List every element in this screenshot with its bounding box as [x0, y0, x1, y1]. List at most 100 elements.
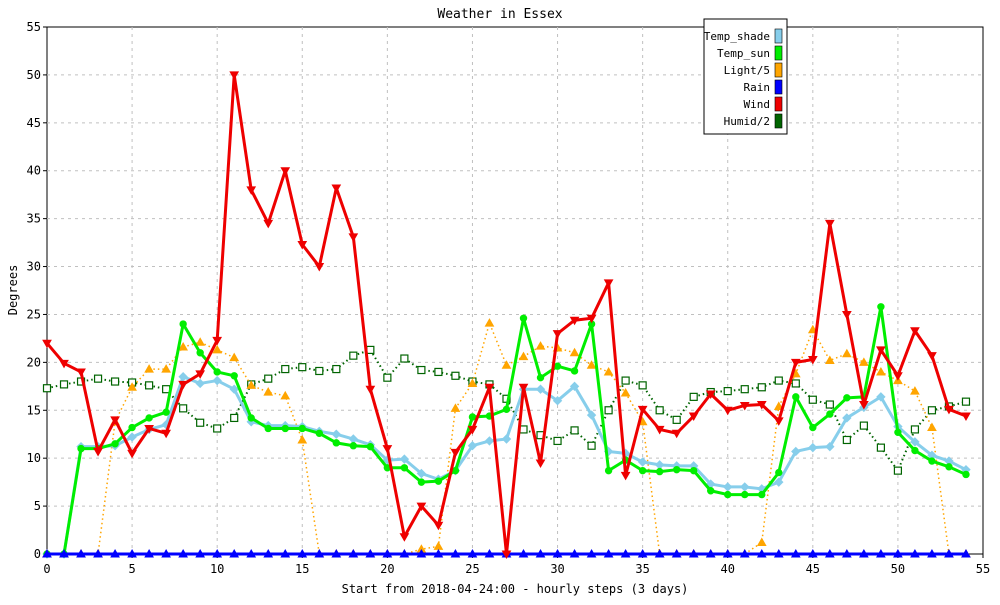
humid-2-point [451, 371, 460, 380]
temp-sun-point [758, 490, 766, 499]
temp-sun-point [945, 463, 953, 471]
temp-sun-point [111, 440, 119, 448]
light-5-point [161, 364, 171, 373]
legend-label: Humid/2 [724, 115, 770, 128]
wind-point [110, 416, 120, 425]
temp-shade-point [467, 441, 478, 451]
wind-point [841, 310, 852, 320]
wind-point [773, 417, 784, 426]
y-tick-label: 45 [27, 116, 41, 130]
wind-point [824, 219, 835, 229]
humid-2-point [349, 351, 358, 360]
humid-2-point [570, 426, 579, 435]
legend-label: Temp_shade [704, 30, 770, 43]
rain-point [893, 548, 903, 558]
temp-shade-point [195, 378, 205, 389]
temp-sun-point [179, 320, 187, 328]
humid-2-point [808, 395, 817, 404]
wind-point [382, 445, 393, 454]
wind-point [876, 346, 886, 355]
light-5-point [569, 347, 580, 357]
legend-item-wind: Wind [744, 96, 783, 112]
wind-point [365, 385, 376, 395]
y-tick-label: 5 [34, 499, 41, 513]
wind-point [620, 471, 631, 481]
light-5-point [910, 386, 920, 395]
rain-point [280, 548, 291, 558]
wind-point [331, 184, 342, 193]
y-axis-label: Degrees [6, 265, 20, 316]
temp-sun-point [689, 466, 698, 475]
legend-swatch [774, 96, 783, 112]
rain-point [603, 548, 614, 558]
rain-point [348, 548, 359, 558]
x-tick-label: 30 [550, 562, 564, 576]
temp-sun-point [332, 439, 341, 447]
humid-2-point [825, 400, 834, 409]
temp-sun-point [196, 349, 204, 357]
light-5-point [620, 388, 631, 397]
rain-point [876, 548, 886, 558]
rain-point [586, 548, 597, 558]
rain-point [450, 548, 461, 558]
wind-point [229, 71, 240, 80]
wind-point [93, 447, 103, 457]
wind-point [280, 167, 291, 176]
temp-shade-point [501, 434, 512, 444]
temp-sun-point [298, 424, 306, 433]
rain-point [297, 548, 308, 558]
wind-point [910, 327, 920, 336]
rain-point [433, 548, 444, 558]
humid-2-point [417, 365, 426, 375]
temp-sun-point [672, 465, 681, 474]
temp-sun-point [434, 477, 443, 485]
temp-shade-point [229, 384, 239, 394]
humid-2-point [42, 384, 52, 393]
wind-point [467, 425, 478, 435]
rain-point [773, 548, 784, 558]
wind-point [399, 533, 410, 542]
wind-point [603, 279, 614, 288]
legend-swatch [774, 79, 783, 95]
wind-point [161, 429, 171, 439]
temp-shade-point [484, 436, 495, 446]
temp-shade-point [825, 441, 835, 452]
wind-point [552, 330, 563, 339]
rain-point [399, 548, 410, 558]
rain-point [654, 548, 665, 558]
rain-point [229, 548, 240, 558]
temp-sun-point [519, 314, 528, 322]
temp-sun-point [604, 466, 613, 475]
wind-point [501, 550, 512, 560]
temp-sun-point [792, 393, 800, 401]
legend: Temp_shade Temp_sun Light/5 Rain Wind Humid/2 [703, 18, 788, 135]
humid-2-point [196, 418, 205, 427]
humid-2-point [876, 443, 885, 452]
wind-point [893, 372, 903, 381]
temp-sun-point [826, 410, 834, 418]
rain-point [705, 548, 716, 558]
humid-2-point [740, 385, 749, 394]
series-layer [42, 71, 971, 560]
wind-point [739, 401, 750, 411]
legend-item-temp-shade: Temp_shade [704, 28, 783, 44]
humid-2-point [213, 424, 222, 433]
x-tick-label: 20 [380, 562, 394, 576]
temp-sun-point [809, 423, 817, 432]
wind-point [944, 405, 954, 415]
rain-point [807, 548, 818, 558]
temp-shade-point [876, 392, 886, 402]
wind-point [484, 383, 495, 393]
temp-sun-point [928, 457, 936, 465]
humid-2-point [145, 381, 154, 390]
wind-point [569, 316, 580, 326]
rain-point [637, 548, 648, 558]
light-5-point [603, 366, 614, 376]
wind-point [246, 186, 257, 195]
temp-shade-point [127, 432, 137, 442]
wind-point [212, 336, 223, 346]
x-tick-label: 10 [210, 562, 224, 576]
wind-point [348, 233, 359, 242]
wind-point [178, 380, 189, 390]
